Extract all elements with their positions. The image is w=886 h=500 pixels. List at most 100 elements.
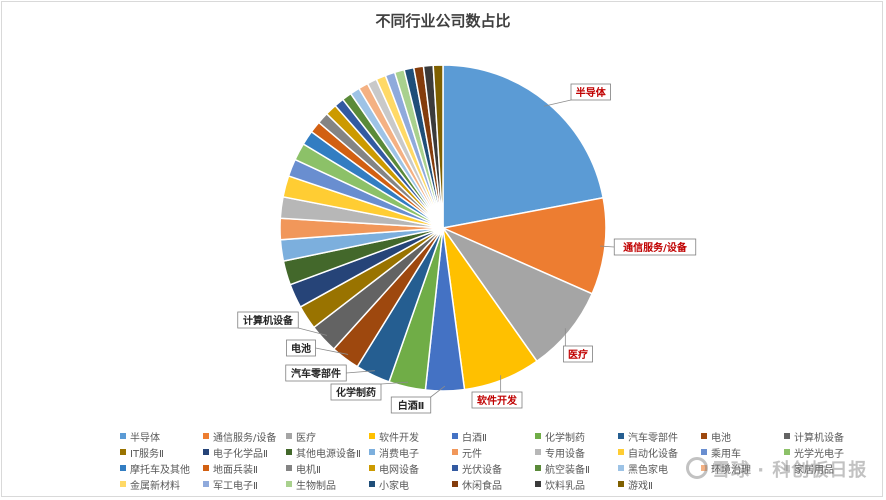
legend-swatch-11 bbox=[286, 449, 292, 455]
legend-label-8: 计算机设备 bbox=[794, 432, 844, 444]
callout-leader-7 bbox=[315, 347, 349, 355]
legend-label-6: 汽车零部件 bbox=[628, 432, 678, 444]
legend-swatch-6 bbox=[618, 433, 624, 439]
legend-label-1: 通信服务/设备 bbox=[213, 432, 277, 444]
legend-swatch-28 bbox=[203, 481, 209, 487]
legend-item-8: 计算机设备 bbox=[784, 429, 867, 443]
legend-label-18: 摩托车及其他 bbox=[130, 464, 190, 476]
legend-item-24: 黑色家电 bbox=[618, 461, 701, 475]
legend-item-22: 光伏设备 bbox=[452, 461, 535, 475]
legend-swatch-19 bbox=[203, 465, 209, 471]
legend-swatch-17 bbox=[784, 449, 790, 455]
legend-swatch-7 bbox=[701, 433, 707, 439]
watermark: 雪球 · 科创板日报 bbox=[686, 456, 867, 482]
legend-item-1: 通信服务/设备 bbox=[203, 429, 286, 443]
legend-item-6: 汽车零部件 bbox=[618, 429, 701, 443]
legend-swatch-8 bbox=[784, 433, 790, 439]
legend-item-33: 游戏Ⅱ bbox=[618, 477, 701, 491]
legend-swatch-16 bbox=[701, 449, 707, 455]
legend-label-25: 环境治理 bbox=[711, 464, 751, 476]
legend-item-11: 其他电源设备Ⅱ bbox=[286, 445, 369, 459]
legend-label-10: 电子化学品Ⅱ bbox=[213, 448, 268, 460]
legend-item-32: 饮料乳品 bbox=[535, 477, 618, 491]
callout-box-1 bbox=[613, 238, 697, 256]
pie-slice-2 bbox=[440, 226, 594, 363]
legend-label-12: 消费电子 bbox=[379, 448, 419, 460]
legend-label-28: 军工电子Ⅱ bbox=[213, 480, 258, 492]
callout-box-2 bbox=[563, 345, 593, 363]
pie-slice-0 bbox=[442, 64, 605, 229]
legend-swatch-21 bbox=[369, 465, 375, 471]
legend-label-4: 白酒Ⅱ bbox=[462, 432, 487, 444]
legend-item-28: 军工电子Ⅱ bbox=[203, 477, 286, 491]
callout-box-4 bbox=[390, 396, 432, 414]
legend-swatch-24 bbox=[618, 465, 624, 471]
pie-slice-33 bbox=[432, 64, 444, 229]
callout-label-4: 白酒Ⅱ bbox=[398, 399, 425, 412]
legend-item-3: 软件开发 bbox=[369, 429, 452, 443]
legend-label-20: 电机Ⅱ bbox=[296, 464, 321, 476]
callout-leader-8 bbox=[298, 327, 328, 336]
legend-label-24: 黑色家电 bbox=[628, 464, 668, 476]
legend-swatch-30 bbox=[369, 481, 375, 487]
legend-item-30: 小家电 bbox=[369, 477, 452, 491]
callout-leader-4 bbox=[430, 385, 446, 398]
legend-item-12: 消费电子 bbox=[369, 445, 452, 459]
legend-label-7: 电池 bbox=[711, 432, 731, 444]
legend-swatch-1 bbox=[203, 433, 209, 439]
legend-label-13: 元件 bbox=[462, 448, 482, 460]
legend-label-15: 自动化设备 bbox=[628, 448, 678, 460]
legend-swatch-5 bbox=[535, 433, 541, 439]
legend-swatch-31 bbox=[452, 481, 458, 487]
legend-item-21: 电网设备 bbox=[369, 461, 452, 475]
callout-box-7 bbox=[286, 339, 316, 357]
legend-swatch-27 bbox=[120, 481, 126, 487]
legend-item-5: 化学制药 bbox=[535, 429, 618, 443]
callout-box-0 bbox=[570, 83, 611, 101]
legend-item-31: 休闲食品 bbox=[452, 477, 535, 491]
legend-label-9: IT服务Ⅱ bbox=[130, 448, 164, 460]
legend-item-10: 电子化学品Ⅱ bbox=[203, 445, 286, 459]
legend-swatch-32 bbox=[535, 481, 541, 487]
legend-label-5: 化学制药 bbox=[545, 432, 585, 444]
callout-label-0: 半导体 bbox=[576, 86, 607, 99]
legend-item-26: 家居用品 bbox=[784, 461, 867, 475]
legend-label-27: 金属新材料 bbox=[130, 480, 180, 492]
legend-swatch-0 bbox=[120, 433, 126, 439]
legend-swatch-10 bbox=[203, 449, 209, 455]
callout-box-8 bbox=[237, 311, 299, 329]
legend-swatch-13 bbox=[452, 449, 458, 455]
legend-item-9: IT服务Ⅱ bbox=[120, 445, 203, 459]
watermark-text: 雪球 · 科创板日报 bbox=[712, 460, 868, 481]
legend-item-23: 航空装备Ⅱ bbox=[535, 461, 618, 475]
legend-label-0: 半导体 bbox=[130, 432, 160, 444]
legend-label-22: 光伏设备 bbox=[462, 464, 502, 476]
legend-swatch-26 bbox=[784, 465, 790, 471]
legend-label-33: 游戏Ⅱ bbox=[628, 480, 653, 492]
callout-label-5: 化学制药 bbox=[336, 386, 376, 399]
callout-label-2: 医疗 bbox=[568, 348, 588, 361]
legend-label-3: 软件开发 bbox=[379, 432, 419, 444]
legend-swatch-2 bbox=[286, 433, 292, 439]
legend-label-31: 休闲食品 bbox=[462, 480, 502, 492]
legend-label-30: 小家电 bbox=[379, 480, 409, 492]
legend-item-18: 摩托车及其他 bbox=[120, 461, 203, 475]
chart-title: 不同行业公司数占比 bbox=[375, 12, 511, 30]
callout-box-5 bbox=[330, 383, 382, 401]
legend-label-26: 家居用品 bbox=[794, 464, 834, 476]
legend-swatch-18 bbox=[120, 465, 126, 471]
legend-item-4: 白酒Ⅱ bbox=[452, 429, 535, 443]
callout-leader-6 bbox=[346, 370, 375, 374]
callout-leader-0 bbox=[543, 99, 572, 107]
legend-item-13: 元件 bbox=[452, 445, 535, 459]
legend-swatch-29 bbox=[286, 481, 292, 487]
legend-swatch-14 bbox=[535, 449, 541, 455]
legend-swatch-3 bbox=[369, 433, 375, 439]
legend-item-17: 光学光电子 bbox=[784, 445, 867, 459]
legend-swatch-22 bbox=[452, 465, 458, 471]
legend-swatch-4 bbox=[452, 433, 458, 439]
legend-item-7: 电池 bbox=[701, 429, 784, 443]
